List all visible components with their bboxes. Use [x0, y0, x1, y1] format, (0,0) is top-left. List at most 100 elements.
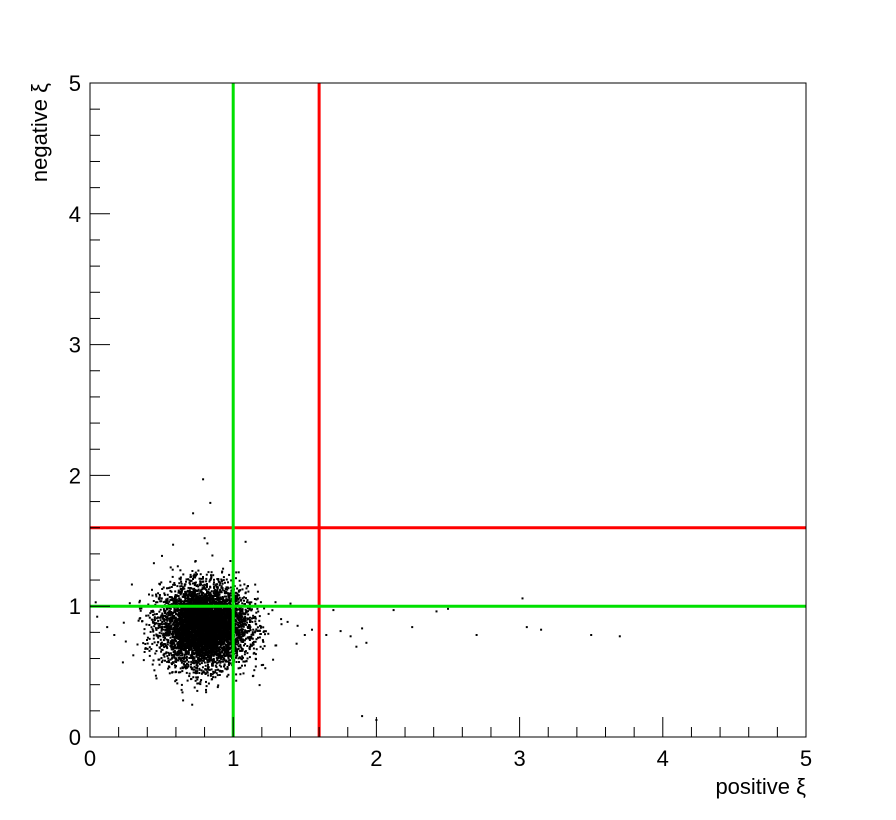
cluster-point [189, 636, 192, 638]
cluster-point [186, 662, 188, 665]
cluster-point [174, 595, 176, 598]
cluster-point [190, 595, 192, 597]
cluster-point [167, 657, 170, 660]
cluster-point [236, 638, 239, 641]
cluster-point [191, 611, 194, 614]
cluster-point [198, 643, 201, 646]
cluster-point [212, 621, 215, 624]
cluster-point [227, 613, 230, 616]
cluster-point [244, 616, 247, 618]
cluster-point [166, 624, 169, 627]
cluster-point [174, 644, 177, 647]
cluster-point [216, 636, 219, 639]
cluster-point [202, 670, 205, 673]
cluster-point [171, 663, 173, 666]
cluster-point [172, 599, 175, 602]
cluster-point [181, 657, 184, 659]
cluster-point [182, 613, 185, 616]
cluster-point [214, 664, 217, 667]
cluster-point [159, 600, 162, 603]
cluster-point [208, 668, 211, 671]
cluster-point [191, 608, 194, 611]
cluster-point [195, 676, 198, 679]
cluster-point [242, 625, 245, 628]
cluster-point [220, 578, 223, 581]
cluster-point [199, 680, 202, 683]
cluster-point [130, 583, 133, 586]
cluster-point [159, 638, 162, 641]
cluster-point [173, 636, 176, 638]
cluster-point [176, 585, 179, 588]
cluster-point [214, 669, 217, 672]
cluster-point [223, 664, 226, 667]
cluster-point [178, 577, 181, 580]
cluster-point [200, 588, 203, 591]
cluster-point [201, 587, 204, 590]
cluster-point [192, 576, 195, 579]
cluster-point [160, 650, 163, 653]
cluster-point [180, 580, 183, 583]
cluster-point [254, 630, 257, 633]
cluster-point [219, 591, 222, 594]
cluster-point [245, 587, 248, 590]
cluster-point [235, 643, 237, 646]
cluster-point [248, 637, 251, 640]
cluster-point [252, 643, 255, 646]
cluster-point [209, 585, 212, 588]
cluster-point [196, 658, 199, 661]
cluster-point [238, 589, 241, 592]
cluster-point [210, 590, 213, 593]
cluster-point [239, 657, 242, 660]
cluster-point [203, 583, 206, 586]
cluster-point [250, 633, 253, 636]
cluster-point [237, 667, 240, 670]
cluster-point [252, 674, 255, 677]
cluster-point [160, 632, 163, 635]
cluster-point [251, 617, 253, 620]
cluster-point [160, 657, 163, 659]
cluster-point [223, 611, 226, 614]
cluster-point [178, 649, 180, 652]
cluster-point [230, 609, 233, 612]
cluster-point [191, 667, 194, 670]
cluster-point [206, 585, 208, 588]
cluster-point [196, 629, 198, 632]
cluster-point [181, 667, 184, 670]
cluster-point [196, 592, 199, 595]
cluster-point [168, 586, 171, 589]
cluster-point [209, 654, 212, 657]
cluster-point [220, 586, 223, 589]
cluster-point [236, 617, 239, 620]
cluster-point [224, 617, 227, 620]
cluster-point [229, 641, 232, 644]
cluster-point [179, 601, 182, 603]
cluster-point [170, 641, 173, 644]
cluster-point [156, 601, 159, 604]
cluster-point [214, 641, 217, 644]
cluster-point [164, 612, 167, 615]
cluster-point [166, 619, 169, 622]
cluster-point [240, 640, 243, 643]
cluster-point [190, 619, 193, 622]
cluster-point [183, 600, 186, 602]
cluster-point [175, 600, 178, 603]
cluster-point [169, 618, 171, 621]
cluster-point [238, 626, 241, 629]
cluster-point [199, 621, 202, 624]
cluster-point [226, 647, 229, 650]
cluster-point [153, 625, 156, 628]
cluster-point [196, 590, 199, 593]
cluster-point [171, 575, 174, 578]
cluster-point [171, 568, 174, 571]
cluster-point [188, 631, 191, 633]
cluster-point [168, 661, 170, 664]
cluster-point [164, 623, 167, 626]
cluster-point [225, 609, 228, 612]
cluster-point [235, 599, 237, 602]
cluster-point [171, 641, 174, 643]
cluster-point [198, 672, 201, 674]
cluster-point [227, 656, 230, 659]
cluster-point [221, 600, 224, 603]
cluster-point [222, 623, 225, 626]
cluster-point [148, 654, 151, 657]
